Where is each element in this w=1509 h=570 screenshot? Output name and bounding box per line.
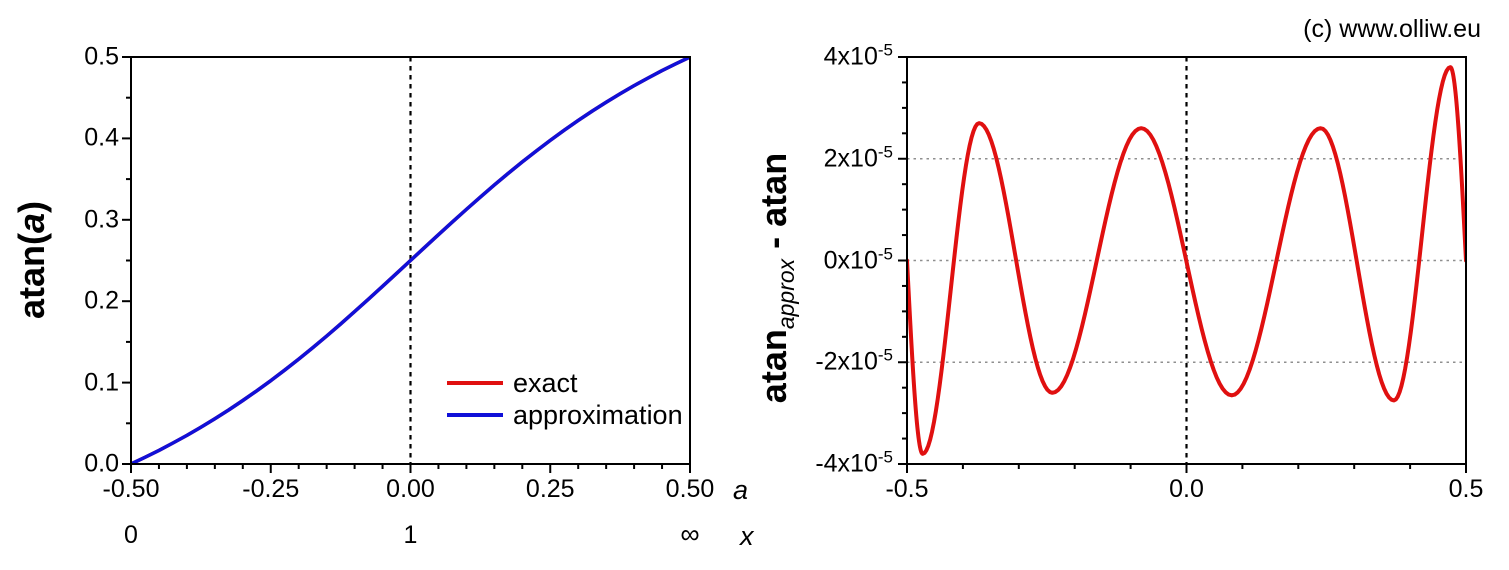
left-y-tick-label: 0.3 — [84, 205, 119, 234]
secondary-x-axis-variable: x — [740, 521, 754, 551]
secondary-x-tick-label-infinity: ∞ — [680, 519, 700, 549]
right-y-axis-title: atanapprox - atan — [753, 152, 799, 404]
left-y-tick-label: 0.2 — [84, 286, 119, 315]
left-x-tick-label: 0.00 — [386, 475, 435, 503]
left-y-title-variable: a — [11, 212, 52, 234]
right-y-title-subscript: approx — [773, 258, 799, 330]
left-x-axis-variable: a — [733, 475, 749, 505]
copyright-text: (c) www.olliw.eu — [1303, 15, 1481, 43]
legend: exact approximation — [447, 367, 683, 431]
right-y-tick-label: 4x10-5 — [823, 40, 893, 71]
legend-label-approximation: approximation — [513, 399, 683, 430]
legend-label-exact: exact — [513, 367, 578, 398]
right-x-tick-label: -0.5 — [885, 475, 929, 503]
right-plot-area — [898, 56, 1467, 473]
right-x-tick-label: 0.0 — [1169, 475, 1204, 503]
approximation-line-swatch — [447, 413, 503, 417]
left-x-tick-label: -0.25 — [242, 475, 300, 503]
legend-entry-approximation: approximation — [447, 399, 683, 431]
right-y-tick-label: 0x10-5 — [823, 244, 893, 274]
approximation-curve — [131, 57, 690, 464]
left-plot-area — [122, 56, 691, 473]
left-y-title-close: ) — [11, 200, 52, 213]
right-y-tick-label: 2x10-5 — [823, 142, 893, 173]
left-y-axis-title: atan(a) — [11, 200, 52, 320]
left-x-tick-label: 0.25 — [525, 475, 575, 503]
legend-entry-exact: exact — [447, 367, 683, 399]
exact-line-swatch — [447, 381, 503, 385]
right-y-tick-label: -4x10-5 — [815, 447, 893, 478]
left-y-title-text: atan( — [11, 233, 52, 320]
left-x-tick-label: -0.50 — [102, 475, 160, 503]
left-y-tick-label: 0.5 — [84, 42, 119, 71]
secondary-x-tick-label: 1 — [403, 521, 418, 549]
left-y-tick-label: 0.1 — [84, 368, 119, 397]
error-curve — [907, 65, 1466, 456]
right-y-tick-label: -2x10-5 — [815, 345, 893, 376]
secondary-x-tick-label: 0 — [124, 521, 138, 549]
left-y-tick-label: 0.4 — [84, 123, 119, 152]
left-y-tick-label: 0.0 — [84, 449, 119, 478]
right-y-title-tail: - atan — [753, 152, 794, 259]
left-x-tick-label: 0.50 — [665, 475, 715, 503]
right-y-title-text: atan — [753, 329, 794, 404]
right-x-tick-label: 0.5 — [1448, 475, 1484, 503]
